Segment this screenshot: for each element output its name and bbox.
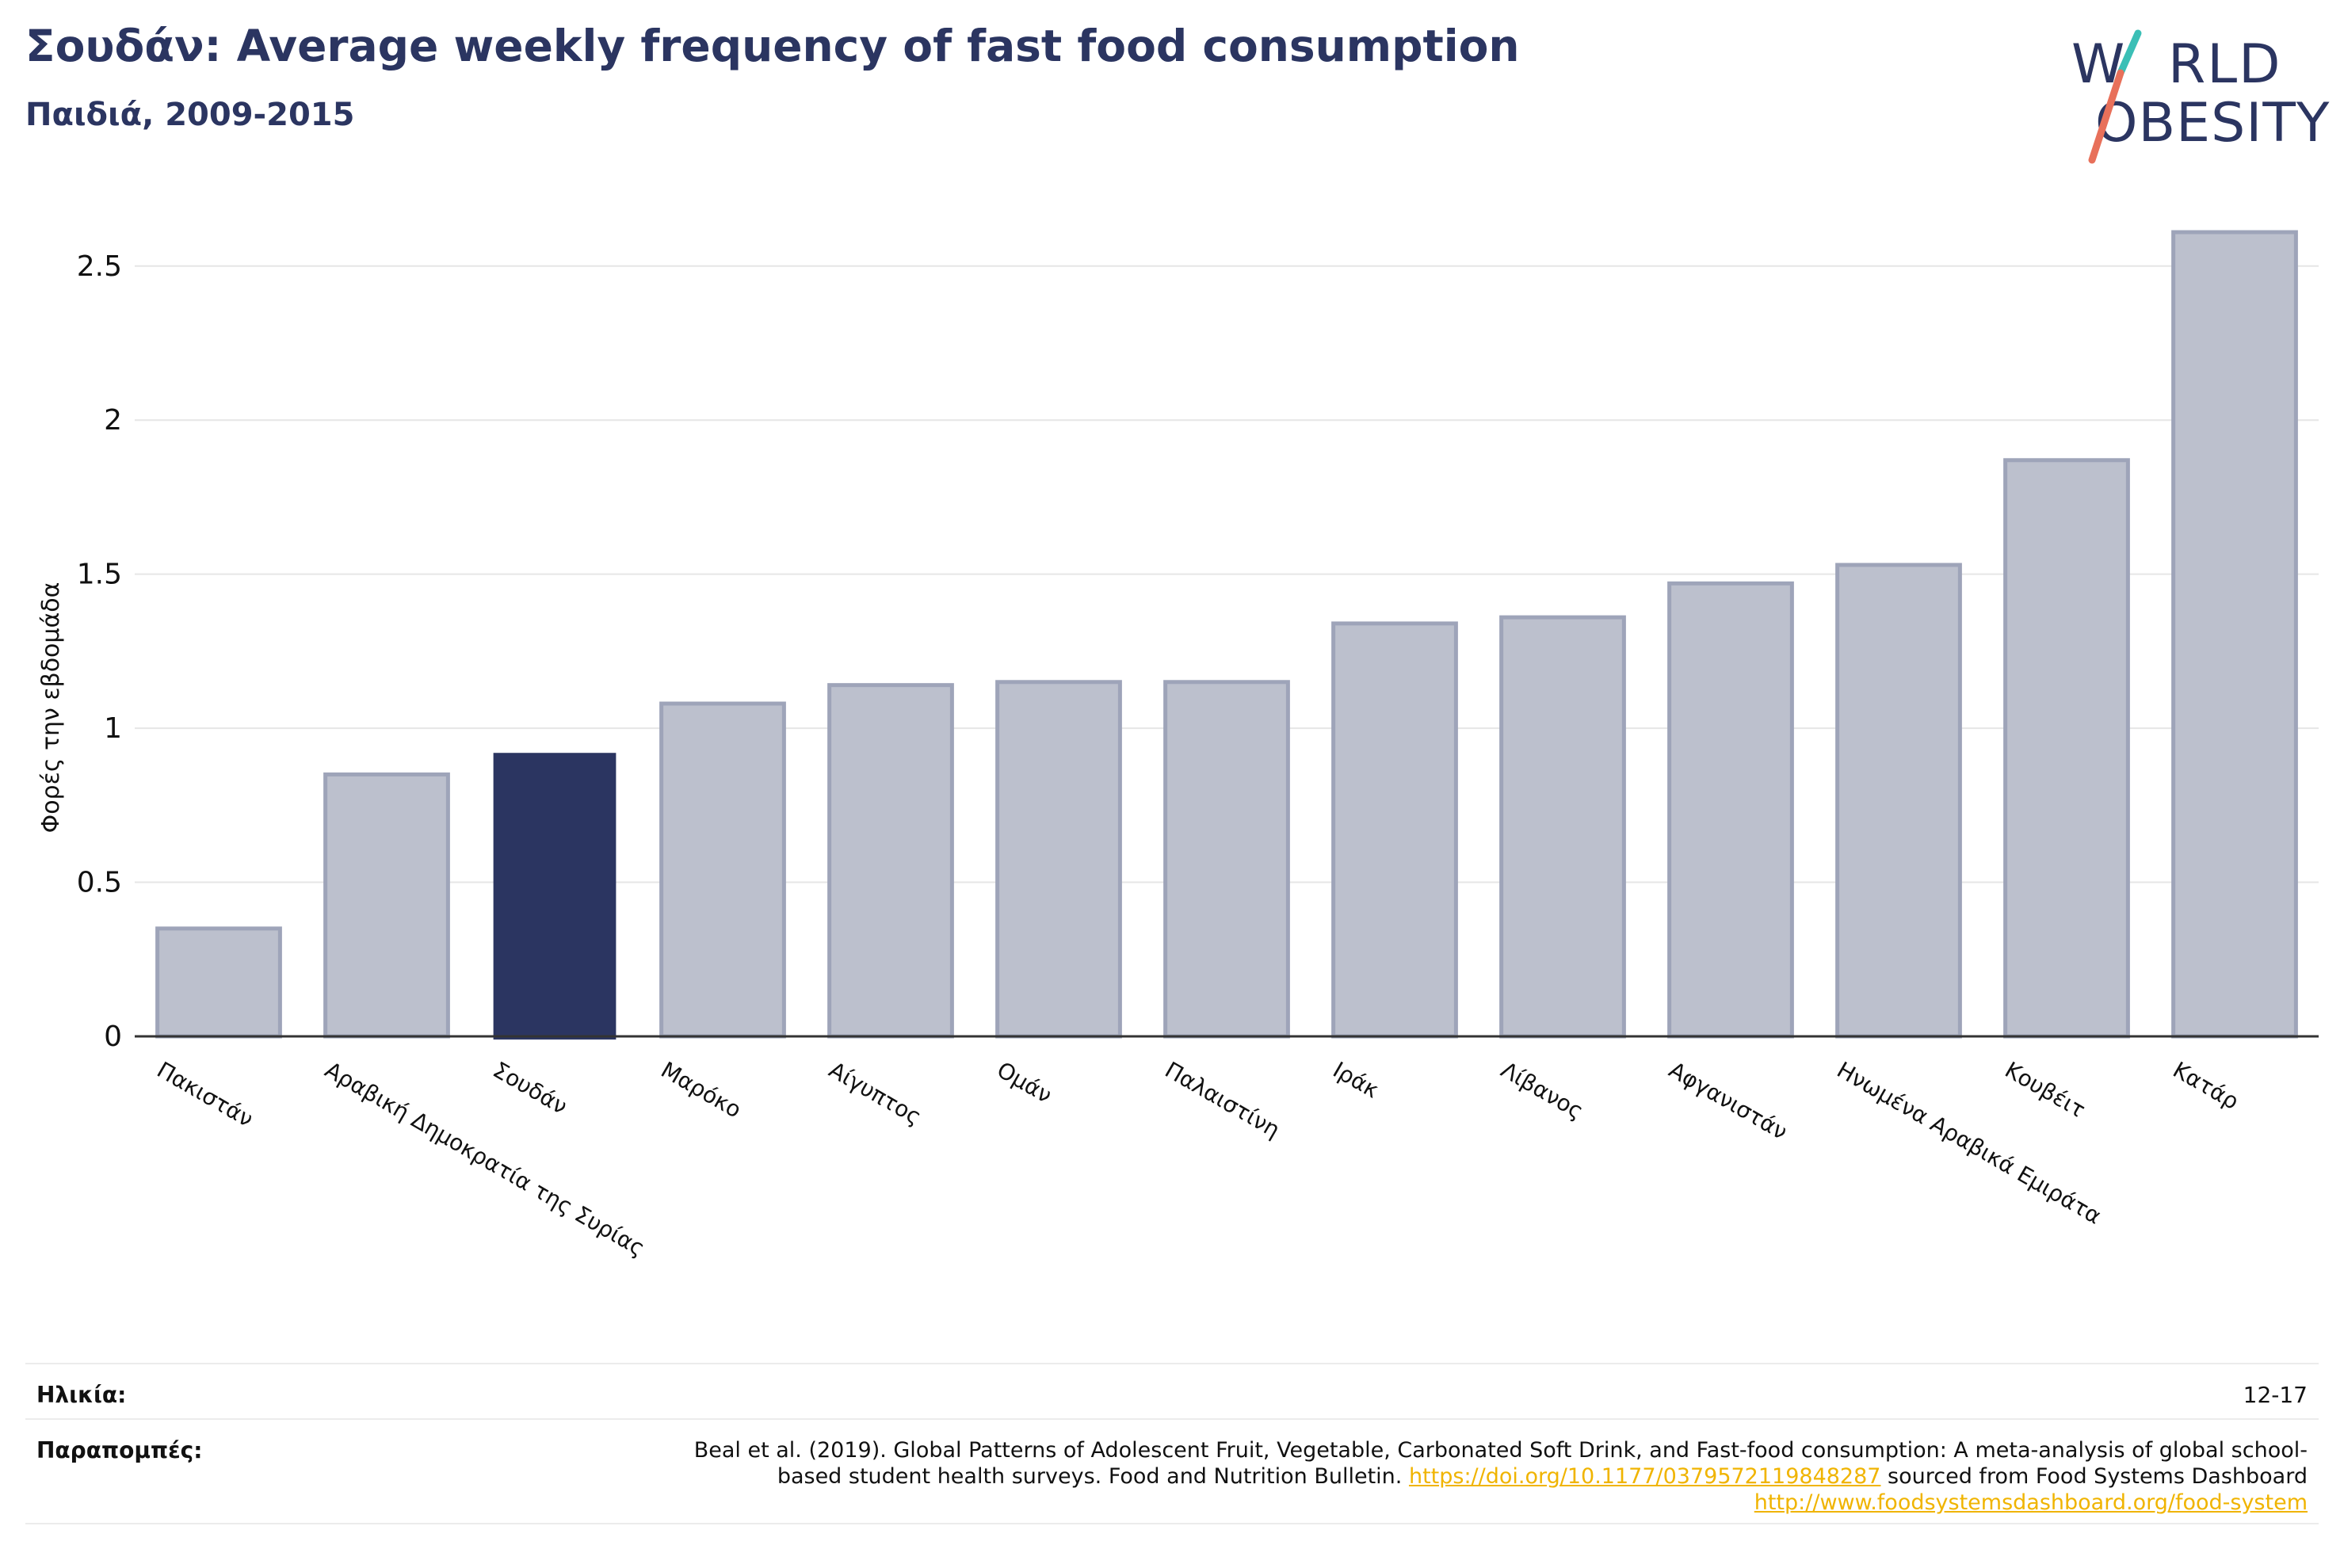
x-tick-label: Λίβανος [1497,1056,1588,1124]
bar [1835,563,1962,1039]
bar [1499,615,1626,1039]
y-axis-label: Φορές την εβδομάδα [37,582,65,834]
footer-divider [25,1418,2319,1420]
bar-chart: 0 0.5 1 1.5 2 2.5 Φορές την εβδομάδα Πακιστάν Αρ… [37,230,2319,1261]
svg-text:RLD: RLD [2168,33,2282,96]
bar [2171,230,2298,1039]
footer-divider [25,1363,2319,1364]
bar [995,680,1122,1039]
footer-divider [25,1523,2319,1524]
y-tick-label: 0.5 [77,867,122,899]
chart-title: Σουδάν: Average weekly frequency of fast… [25,21,1520,71]
dashboard-link[interactable]: http://www.foodsystemsdashboard.org/food… [1754,1490,2308,1515]
bar [659,701,786,1039]
x-tick-label: Κουβέιτ [2001,1056,2090,1123]
chart-subtitle: Παιδιά, 2009-2015 [25,97,355,133]
y-tick-label: 1 [104,712,122,745]
world-obesity-logo: W RLD OBESITY [2071,29,2330,164]
references-label: Παραπομπές: [36,1437,203,1463]
reference-text: Beal et al. (2019). Global Patterns of A… [693,1438,2308,1489]
y-tick-label: 0 [104,1021,122,1053]
svg-text:OBESITY: OBESITY [2095,92,2330,155]
bar [827,683,954,1039]
x-tick-label: Ομάν [993,1056,1057,1108]
x-tick-label: Κατάρ [2169,1056,2243,1115]
x-tick-label: Σουδάν [489,1056,572,1120]
x-tick-label: Ηνωμένα Αραβικά Εμιράτα [1833,1056,2106,1229]
age-label: Ηλικία: [36,1382,127,1408]
y-tick-label: 1.5 [77,559,122,591]
doi-link[interactable]: https://doi.org/10.1177/0379572119848287 [1408,1464,1881,1489]
x-tick-label: Αραβική Δημοκρατία της Συρίας [321,1056,650,1261]
bar [1163,680,1290,1039]
x-tick-label: Αφγανιστάν [1665,1056,1792,1145]
y-tick-label: 2 [104,404,122,437]
x-tick-label: Μαρόκο [657,1056,746,1123]
bar [2003,458,2130,1039]
x-tick-label: Αίγυπτος [825,1056,926,1130]
references-text: Beal et al. (2019). Global Patterns of A… [643,1437,2308,1516]
x-tick-label: Πακιστάν [153,1056,258,1132]
bar [1331,621,1458,1039]
age-value: 12-17 [2243,1382,2308,1408]
x-tick-label: Παλαιστίνη [1161,1056,1285,1143]
y-tick-label: 2.5 [77,250,122,283]
bar [323,772,450,1039]
reference-source-text: sourced from Food Systems Dashboard [1880,1464,2308,1489]
bar [493,753,617,1040]
bar [1667,581,1794,1039]
x-tick-label: Ιράκ [1329,1056,1384,1103]
bar [155,926,282,1039]
